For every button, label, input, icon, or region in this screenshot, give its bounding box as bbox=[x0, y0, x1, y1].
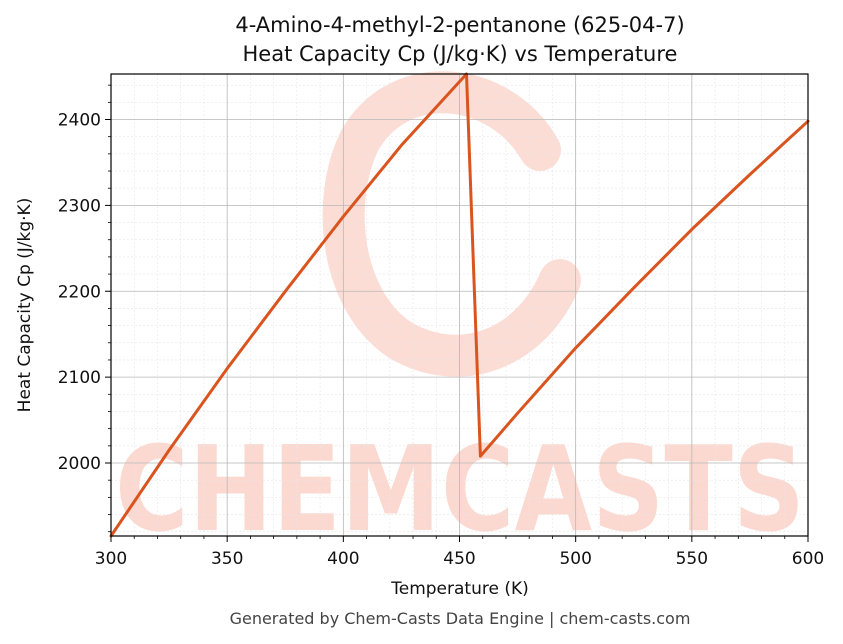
x-axis: 300 350 400 450 500 550 600 bbox=[95, 536, 824, 569]
y-tick-label: 2000 bbox=[58, 454, 101, 474]
x-axis-label: Temperature (K) bbox=[390, 579, 529, 599]
y-axis-label: Heat Capacity Cp (J/kg·K) bbox=[15, 198, 35, 413]
y-tick-label: 2300 bbox=[58, 196, 101, 216]
x-tick-label: 550 bbox=[676, 549, 708, 569]
watermark: CHEMCASTS bbox=[115, 71, 805, 558]
watermark-text: CHEMCASTS bbox=[115, 420, 805, 558]
watermark-swirl bbox=[322, 71, 581, 377]
x-tick-label: 500 bbox=[559, 549, 591, 569]
footer-credit: Generated by Chem-Casts Data Engine | ch… bbox=[230, 609, 691, 628]
y-tick-label: 2400 bbox=[58, 111, 101, 131]
chart-subtitle: Heat Capacity Cp (J/kg·K) vs Temperature bbox=[243, 42, 678, 66]
chart-title: 4-Amino-4-methyl-2-pentanone (625-04-7) bbox=[235, 13, 684, 37]
x-tick-label: 400 bbox=[327, 549, 359, 569]
y-tick-label: 2200 bbox=[58, 282, 101, 302]
y-tick-label: 2100 bbox=[58, 368, 101, 388]
x-tick-label: 450 bbox=[443, 549, 475, 569]
series-line-1 bbox=[109, 72, 810, 538]
x-tick-label: 350 bbox=[211, 549, 243, 569]
y-axis: 2000 2100 2200 2300 2400 bbox=[58, 84, 111, 533]
major-grid bbox=[111, 74, 808, 536]
series-layer bbox=[109, 72, 810, 538]
x-tick-label: 600 bbox=[792, 549, 824, 569]
x-tick-label: 300 bbox=[95, 549, 127, 569]
